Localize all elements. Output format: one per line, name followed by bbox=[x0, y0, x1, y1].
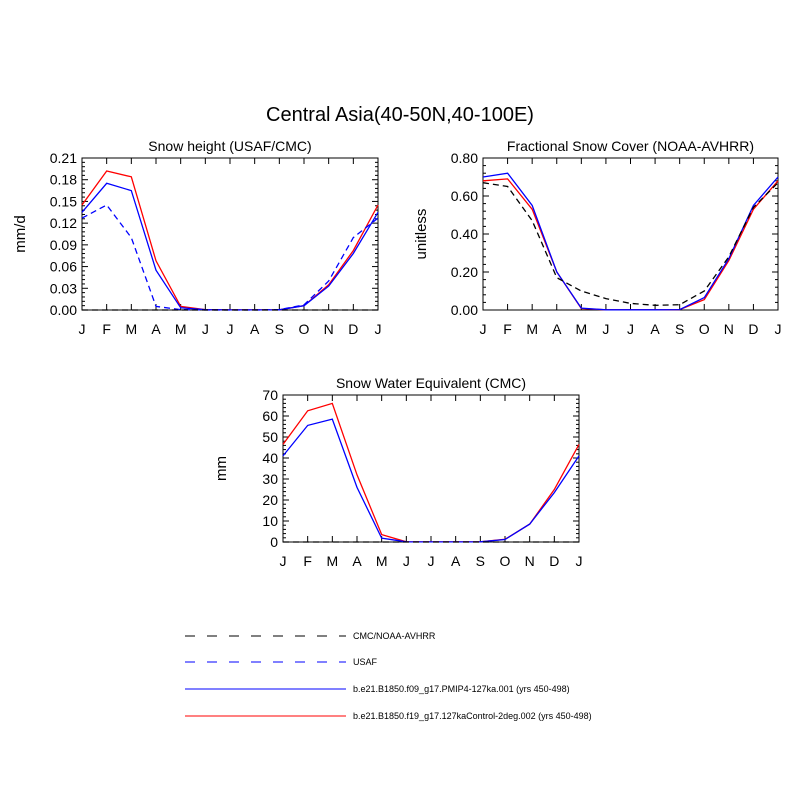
y-tick-label: 60 bbox=[262, 408, 278, 424]
x-tick-label: A bbox=[151, 321, 161, 337]
panel-fractional-snow-cover-noaa-avhrr: Fractional Snow Cover (NOAA-AVHRR)J F M A M J… bbox=[413, 138, 782, 337]
x-tick-label: A bbox=[250, 321, 260, 337]
x-tick-label: J bbox=[576, 553, 583, 569]
x-tick-label: N bbox=[324, 321, 334, 337]
x-tick-label: S bbox=[275, 321, 284, 337]
x-tick-label: J bbox=[428, 553, 435, 569]
legend-label: b.e21.B1850.f19_g17.127kaControl-2deg.00… bbox=[353, 711, 592, 721]
y-tick-label: 0.60 bbox=[451, 188, 478, 204]
series-line-b-e21-b1850-f09-g17-pmip4-127ka-001-yrs-450-498 bbox=[282, 418, 580, 543]
series-line-b-e21-b1850-f19-g17-127kacontrol-2deg-002-yrs-450-498 bbox=[81, 170, 379, 311]
series-line-usaf bbox=[81, 204, 379, 311]
x-tick-label: F bbox=[303, 553, 312, 569]
x-tick-label: M bbox=[376, 553, 388, 569]
plot-frame bbox=[482, 157, 779, 311]
plot-frame bbox=[81, 157, 379, 311]
y-tick-label: 0.00 bbox=[50, 302, 77, 318]
figure-title: Central Asia(40-50N,40-100E) bbox=[266, 104, 534, 126]
x-tick-label: J bbox=[79, 321, 86, 337]
x-tick-label: A bbox=[650, 321, 660, 337]
y-axis-label: unitless bbox=[413, 209, 430, 260]
y-tick-label: 0.21 bbox=[50, 150, 77, 166]
x-tick-label: J bbox=[202, 321, 209, 337]
x-tick-label: O bbox=[500, 553, 511, 569]
x-tick-label: J bbox=[480, 321, 487, 337]
y-tick-label: 40 bbox=[262, 450, 278, 466]
x-tick-label: M bbox=[125, 321, 137, 337]
x-tick-label: J bbox=[280, 553, 287, 569]
panel-title: Snow height (USAF/CMC) bbox=[148, 138, 311, 154]
x-tick-label: J bbox=[602, 321, 609, 337]
x-tick-label: J bbox=[403, 553, 410, 569]
y-tick-label: 20 bbox=[262, 492, 278, 508]
series-line-b-e21-b1850-f09-g17-pmip4-127ka-001-yrs-450-498 bbox=[482, 172, 779, 311]
x-tick-label: N bbox=[724, 321, 734, 337]
x-tick-label: D bbox=[549, 553, 559, 569]
x-tick-label: O bbox=[699, 321, 710, 337]
x-tick-label: J bbox=[375, 321, 382, 337]
y-tick-label: 10 bbox=[262, 513, 278, 529]
series-line-b-e21-b1850-f19-g17-127kacontrol-2deg-002-yrs-450-498 bbox=[282, 402, 580, 543]
y-axis: 0 10 20 30 40 50 60 70 bbox=[262, 387, 579, 550]
y-tick-label: 0 bbox=[270, 534, 278, 550]
x-tick-label: F bbox=[102, 321, 111, 337]
panels: Snow height (USAF/CMC)J F M A M J J A S O N D J0.000… bbox=[12, 138, 782, 569]
y-tick-label: 0.00 bbox=[451, 302, 478, 318]
x-tick-label: M bbox=[175, 321, 187, 337]
x-tick-label: J bbox=[227, 321, 234, 337]
panel-snow-height-usaf-cmc: Snow height (USAF/CMC)J F M A M J J A S O N D J0.000… bbox=[12, 138, 382, 337]
legend: CMC/NOAA-AVHRR USAF b.e21.B1850.f09_g17.PM… bbox=[185, 631, 592, 721]
y-tick-label: 70 bbox=[262, 387, 278, 403]
panel-title: Snow Water Equivalent (CMC) bbox=[336, 375, 526, 391]
y-tick-label: 0.06 bbox=[50, 259, 77, 275]
plot-frame bbox=[282, 394, 580, 543]
x-tick-label: F bbox=[503, 321, 512, 337]
x-tick-label: O bbox=[299, 321, 310, 337]
y-tick-label: 0.18 bbox=[50, 172, 77, 188]
x-tick-label: A bbox=[352, 553, 362, 569]
x-tick-label: N bbox=[525, 553, 535, 569]
y-tick-label: 30 bbox=[262, 471, 278, 487]
y-tick-label: 0.09 bbox=[50, 237, 77, 253]
series-line-b-e21-b1850-f09-g17-pmip4-127ka-001-yrs-450-498 bbox=[81, 182, 379, 311]
x-tick-label: A bbox=[451, 553, 461, 569]
legend-label: CMC/NOAA-AVHRR bbox=[353, 631, 436, 641]
series-group bbox=[282, 402, 580, 543]
x-tick-label: M bbox=[526, 321, 538, 337]
x-tick-label: M bbox=[326, 553, 338, 569]
x-tick-label: D bbox=[748, 321, 758, 337]
x-tick-label: M bbox=[575, 321, 587, 337]
y-axis-label: mm/d bbox=[12, 215, 29, 253]
series-group bbox=[482, 172, 779, 311]
x-tick-label: J bbox=[775, 321, 782, 337]
x-tick-label: J bbox=[627, 321, 634, 337]
x-tick-label: S bbox=[476, 553, 485, 569]
series-line-cmc-noaa-avhrr bbox=[482, 182, 779, 306]
y-tick-label: 0.03 bbox=[50, 280, 77, 296]
y-tick-label: 0.20 bbox=[451, 264, 478, 280]
y-axis: 0.00 0.03 0.06 0.09 0.12 0.15 0.18 0.21 bbox=[50, 150, 378, 318]
x-tick-label: D bbox=[348, 321, 358, 337]
panel-snow-water-equivalent-cmc: Snow Water Equivalent (CMC)J F M A M J J A S O N D J… bbox=[213, 375, 583, 569]
y-tick-label: 0.12 bbox=[50, 215, 77, 231]
legend-label: b.e21.B1850.f09_g17.PMIP4-127ka.001 (yrs… bbox=[353, 684, 570, 694]
legend-label: USAF bbox=[353, 657, 378, 667]
x-tick-label: A bbox=[552, 321, 562, 337]
panel-title: Fractional Snow Cover (NOAA-AVHRR) bbox=[507, 138, 754, 154]
x-tick-label: S bbox=[675, 321, 684, 337]
y-tick-label: 0.80 bbox=[451, 150, 478, 166]
y-tick-label: 50 bbox=[262, 429, 278, 445]
y-tick-label: 0.15 bbox=[50, 193, 77, 209]
series-group bbox=[81, 170, 379, 311]
y-axis-label: mm bbox=[213, 456, 230, 481]
y-tick-label: 0.40 bbox=[451, 226, 478, 242]
y-axis: 0.00 0.20 0.40 0.60 0.80 bbox=[451, 150, 778, 318]
